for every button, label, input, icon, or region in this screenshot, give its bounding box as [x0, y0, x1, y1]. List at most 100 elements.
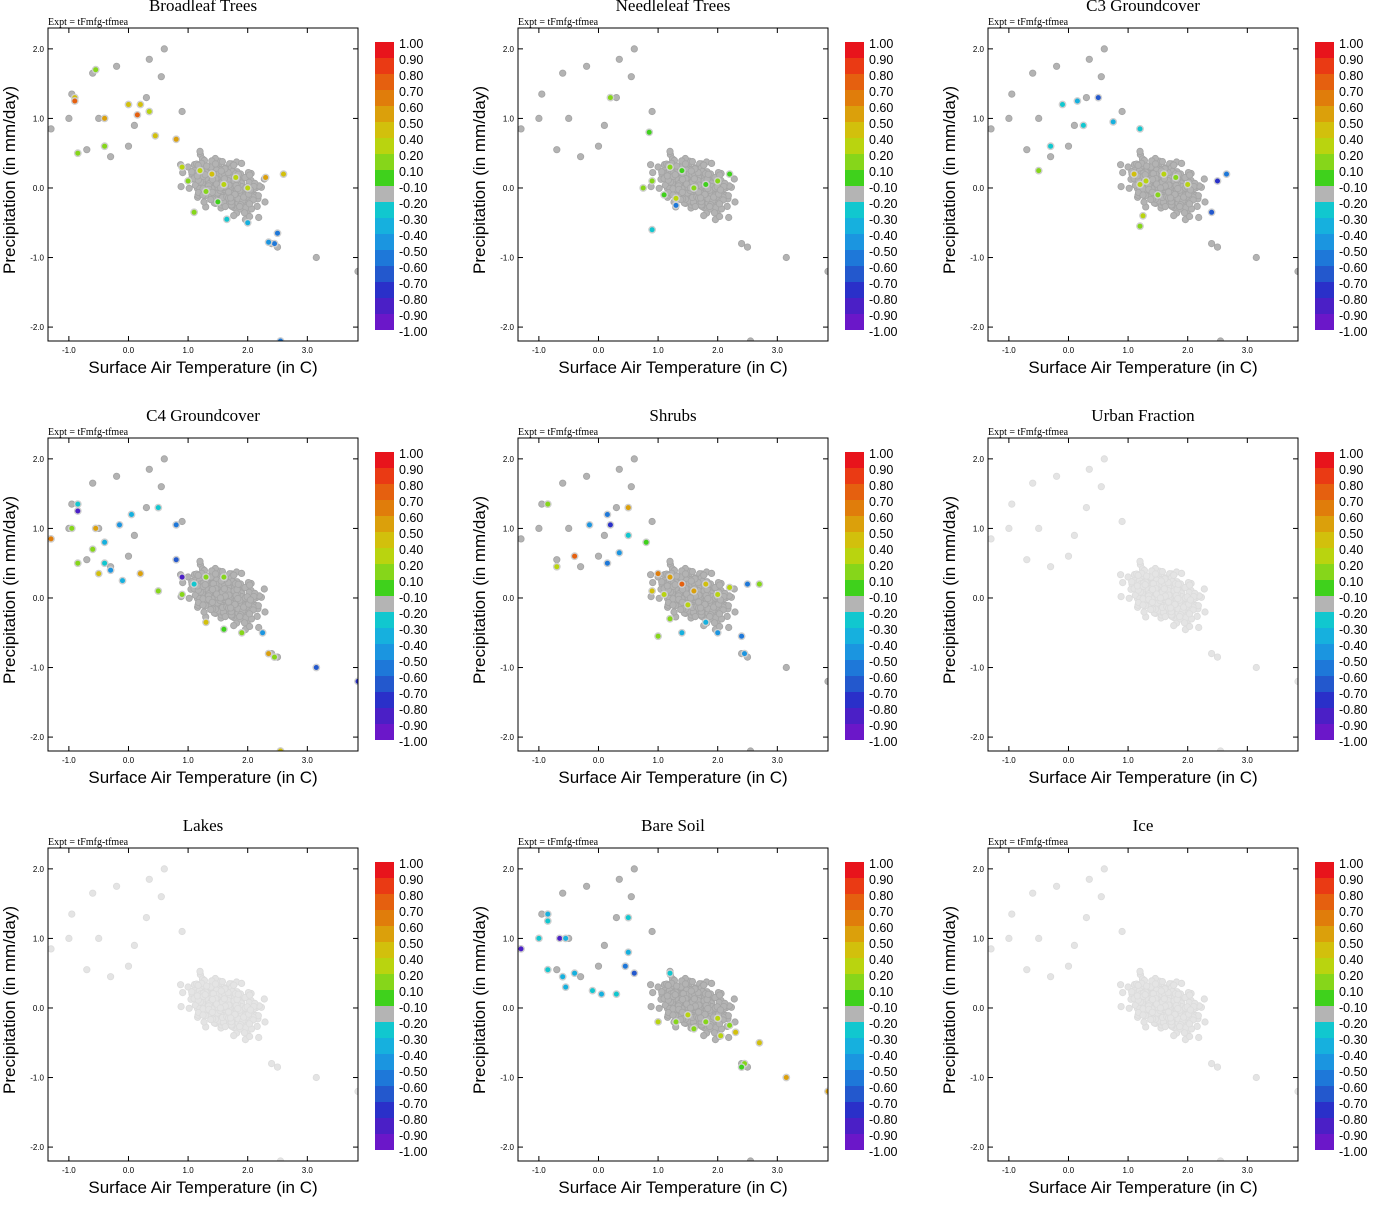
background-point: [89, 889, 97, 897]
colorbar-swatch: [1315, 612, 1334, 628]
colorbar-swatch: [1315, 580, 1334, 596]
background-point: [612, 914, 620, 922]
background-point: [1133, 582, 1141, 590]
background-point: [218, 978, 226, 986]
y-tick-label: -1.0: [970, 254, 984, 263]
background-point: [207, 1016, 215, 1024]
background-point: [700, 571, 708, 579]
data-point: [737, 1063, 746, 1072]
y-tick-label: -2.0: [970, 323, 984, 332]
background-point: [671, 991, 679, 999]
background-point: [1035, 934, 1043, 943]
background-point: [142, 914, 150, 922]
background-point: [1082, 94, 1090, 102]
data-point: [1046, 142, 1055, 151]
colorbar-label: -0.30: [1339, 623, 1368, 637]
y-tick-label: 2.0: [33, 455, 45, 464]
colorbar-swatch: [375, 692, 394, 708]
data-point: [543, 910, 552, 919]
background-point: [89, 479, 97, 487]
background-point: [1035, 114, 1043, 123]
colorbar-label: 0.50: [399, 937, 424, 951]
background-point: [678, 188, 686, 196]
data-point: [588, 986, 597, 995]
colorbar-label: 0.80: [399, 69, 424, 83]
panel-title: Shrubs: [649, 406, 697, 425]
colorbar-swatch: [1315, 628, 1334, 644]
colorbar-swatch: [1315, 942, 1334, 958]
background-point: [559, 479, 567, 487]
background-point: [1151, 160, 1160, 168]
x-tick-label: 3.0: [302, 756, 314, 765]
colorbar-label: -0.80: [399, 1113, 428, 1127]
background-point: [1133, 992, 1141, 1000]
x-tick-label: 3.0: [772, 756, 784, 765]
background-point: [710, 619, 719, 627]
colorbar-swatch: [845, 580, 864, 596]
colorbar-swatch: [1315, 596, 1334, 612]
x-tick-label: 1.0: [1123, 346, 1135, 355]
background-point: [1008, 910, 1016, 918]
colorbar-label: -0.20: [1339, 197, 1368, 211]
background-point: [160, 45, 168, 53]
colorbar-swatch: [1315, 862, 1334, 878]
colorbar-swatch: [375, 974, 394, 990]
y-tick-label: 0.0: [973, 1004, 985, 1013]
colorbar-swatch: [1315, 314, 1334, 330]
background-point: [663, 992, 671, 1000]
colorbar-swatch: [1315, 1022, 1334, 1038]
colorbar-labels: 1.00 0.90 0.80 0.70 0.60 0.50 0.40 0.20 0.10 -0.1…: [399, 446, 428, 750]
colorbar-label: 0.80: [869, 889, 894, 903]
colorbar-label: 0.10: [1339, 985, 1364, 999]
background-point: [211, 570, 220, 578]
colorbar-swatch: [845, 516, 864, 532]
background-point: [261, 608, 269, 616]
colorbar-swatch: [845, 942, 864, 958]
x-tick-label: 1.0: [653, 1166, 665, 1175]
background-point: [725, 623, 733, 632]
background-point: [648, 107, 656, 116]
x-tick-label: -1.0: [532, 346, 546, 355]
colorbar-label: 0.50: [1339, 937, 1364, 951]
x-axis-label: Surface Air Temperature (in C): [88, 358, 318, 377]
colorbar-labels: 1.00 0.90 0.80 0.70 0.60 0.50 0.40 0.20 0.10 -0.1…: [1339, 446, 1368, 750]
background-point: [677, 606, 685, 614]
colorbar-label: 0.70: [869, 495, 894, 509]
colorbar-label: -0.50: [399, 1065, 428, 1079]
y-tick-label: 0.0: [503, 1004, 515, 1013]
background-point: [1176, 612, 1184, 621]
colorbar-label: -0.10: [399, 591, 428, 605]
data-point: [73, 500, 82, 509]
data-point: [231, 173, 240, 182]
expt-label: Expt = tFmfg-tfmea: [988, 17, 1069, 28]
background-point: [221, 613, 229, 621]
background-point: [1148, 1008, 1156, 1016]
colorbar-swatch: [845, 74, 864, 90]
colorbar-swatch: [845, 90, 864, 106]
data-point: [243, 184, 252, 192]
y-tick-label: 0.0: [503, 184, 515, 193]
background-point: [1165, 1008, 1173, 1016]
background-point: [1200, 585, 1208, 593]
background-point: [1005, 114, 1013, 123]
colorbar-label: -1.00: [1339, 735, 1368, 749]
background-point: [184, 983, 192, 991]
colorbar-label: -0.90: [869, 309, 898, 323]
expt-label: Expt = tFmfg-tfmea: [988, 427, 1069, 438]
colorbar-swatch: [845, 314, 864, 330]
background-point: [157, 73, 165, 81]
colorbar-label: -0.20: [1339, 607, 1368, 621]
data-point: [48, 535, 55, 543]
data-point: [701, 180, 710, 189]
background-point: [234, 594, 242, 603]
y-tick-label: 1.0: [503, 524, 515, 533]
colorbar-swatch: [375, 42, 394, 58]
background-point: [648, 517, 656, 526]
colorbar-label: -0.60: [869, 1081, 898, 1095]
colorbar: 1.00 0.90 0.80 0.70 0.60 0.50 0.40 0.20 0.10 -0.1…: [845, 857, 905, 1159]
colorbar-swatch: [1315, 484, 1334, 500]
colorbar-swatch: [1315, 910, 1334, 926]
colorbar-label: 0.70: [399, 495, 424, 509]
background-point: [1170, 1032, 1178, 1040]
colorbar-label: 0.20: [1339, 969, 1364, 983]
